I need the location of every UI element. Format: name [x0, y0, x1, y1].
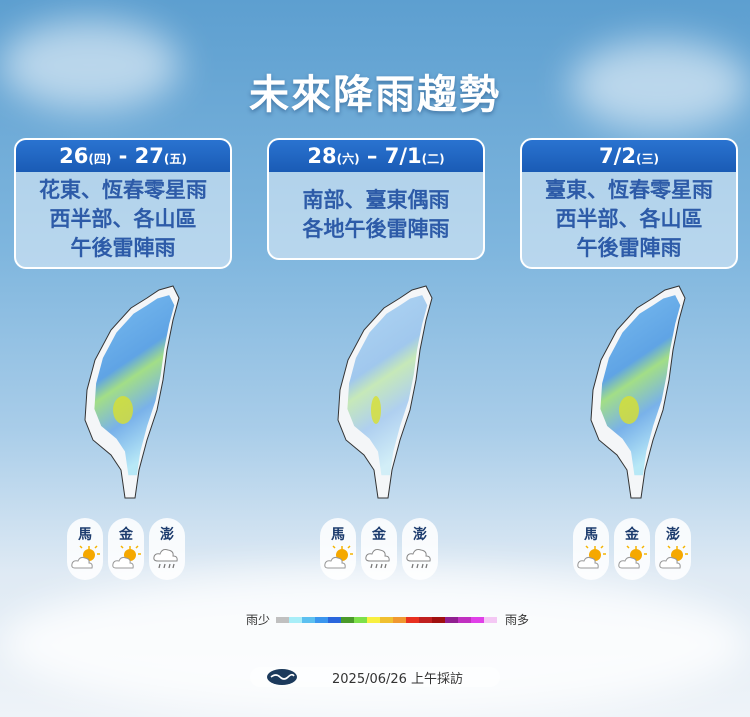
island-name: 澎 — [666, 527, 680, 543]
island-name: 澎 — [413, 527, 427, 543]
partly-sunny-icon — [575, 545, 607, 576]
partly-sunny-icon — [69, 545, 101, 576]
island-forecast: 馬 — [320, 518, 356, 580]
partly-sunny-icon — [110, 545, 142, 576]
forecast-text: 花東、恆春零星雨 — [39, 178, 207, 202]
footer: 2025/06/26 上午採訪 — [250, 667, 500, 687]
legend-swatch — [484, 616, 498, 623]
island-name: 金 — [372, 527, 386, 543]
cloud — [0, 20, 180, 110]
legend-swatch — [406, 616, 420, 623]
legend-swatch — [393, 616, 407, 623]
legend-swatch — [380, 616, 394, 623]
legend-swatch — [302, 616, 316, 623]
rain-cloud-icon — [151, 549, 183, 576]
rainfall-map — [84, 285, 180, 499]
legend-swatch — [276, 616, 290, 623]
rain-legend: 雨少 雨多 — [246, 611, 529, 628]
legend-swatch — [354, 616, 368, 623]
legend-swatch — [458, 616, 472, 623]
island-name: 金 — [625, 527, 639, 543]
legend-swatch — [289, 616, 303, 623]
legend-swatch — [445, 616, 459, 623]
legend-swatch — [328, 616, 342, 623]
forecast-text: 午後雷陣雨 — [576, 236, 682, 260]
island-name: 澎 — [160, 527, 174, 543]
forecast-text: 南部、臺東偶雨 — [302, 188, 450, 212]
forecast-text: 臺東、恆春零星雨 — [545, 178, 713, 202]
island-forecast: 馬 — [67, 518, 103, 580]
island-forecast: 澎 — [149, 518, 185, 580]
forecast-text: 各地午後雷陣雨 — [302, 217, 450, 241]
island-forecast: 澎 — [655, 518, 691, 580]
legend-swatch — [471, 616, 485, 623]
legend-swatch — [419, 616, 433, 623]
partly-sunny-icon — [322, 545, 354, 576]
panel-date: 26(四) - 27(五) — [16, 140, 230, 172]
footer-date: 2025/06/26 上午採訪 — [332, 671, 464, 687]
panel-date: 28(六) – 7/1(二) — [269, 140, 483, 172]
cwa-logo-icon — [267, 669, 297, 685]
legend-swatch — [367, 616, 381, 623]
rainfall-map — [590, 285, 686, 499]
page-title: 未來降雨趨勢 — [249, 72, 501, 118]
legend-swatch — [341, 616, 355, 623]
island-forecast: 澎 — [402, 518, 438, 580]
rain-cloud-icon — [404, 549, 436, 576]
island-name: 馬 — [331, 527, 345, 543]
island-forecast: 金 — [614, 518, 650, 580]
panel-date: 7/2(三) — [522, 140, 736, 172]
legend-swatch — [432, 616, 446, 623]
island-name: 馬 — [584, 527, 598, 543]
legend-swatch — [315, 616, 329, 623]
island-name: 金 — [119, 527, 133, 543]
rainfall-map — [337, 285, 433, 499]
legend-high: 雨多 — [505, 613, 530, 627]
island-forecast: 馬 — [573, 518, 609, 580]
forecast-panel: 26(四) - 27(五) 花東、恆春零星雨 西半部、各山區 午後雷陣雨 — [14, 138, 232, 269]
forecast-text: 西半部、各山區 — [555, 207, 703, 231]
rain-cloud-icon — [363, 549, 395, 576]
cloud — [570, 40, 750, 130]
island-name: 馬 — [78, 527, 92, 543]
forecast-text: 午後雷陣雨 — [70, 236, 176, 260]
partly-sunny-icon — [616, 545, 648, 576]
cloud — [0, 570, 750, 717]
legend-low: 雨少 — [246, 613, 271, 627]
island-forecast: 金 — [108, 518, 144, 580]
partly-sunny-icon — [657, 545, 689, 576]
forecast-panel: 28(六) – 7/1(二) 南部、臺東偶雨 各地午後雷陣雨 — [267, 138, 485, 260]
forecast-panel: 7/2(三) 臺東、恆春零星雨 西半部、各山區 午後雷陣雨 — [520, 138, 738, 269]
forecast-text: 西半部、各山區 — [49, 207, 197, 231]
island-forecast: 金 — [361, 518, 397, 580]
